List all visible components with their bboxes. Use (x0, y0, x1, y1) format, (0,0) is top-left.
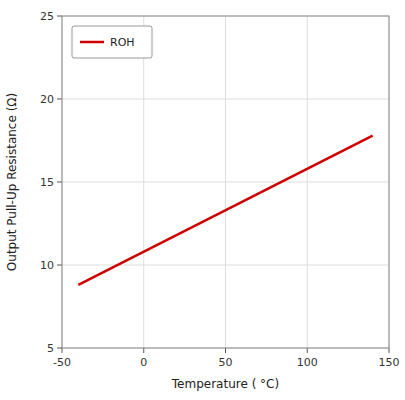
legend-box (72, 26, 152, 58)
grid (62, 16, 389, 348)
plot-frame (62, 16, 389, 348)
tick-label: 5 (47, 342, 54, 355)
x-axis-label: Temperature ( °C) (171, 377, 279, 391)
tick-mark (57, 182, 62, 183)
axes: -50 0 50 100 150 5 10 15 20 25 (40, 10, 400, 369)
plot-background (62, 16, 389, 348)
legend: ROH (72, 26, 152, 58)
tick-label: 50 (219, 356, 233, 369)
tick-label: 20 (40, 93, 54, 106)
tick-label: -50 (53, 356, 71, 369)
tick-mark (62, 348, 63, 353)
tick-label: 150 (379, 356, 400, 369)
tick-label: 100 (297, 356, 318, 369)
grid-line (62, 265, 389, 266)
tick-label: 15 (40, 176, 54, 189)
series-group (78, 136, 372, 285)
chart: -50 0 50 100 150 5 10 15 20 25 Temperature ( °C) Ou… (0, 0, 405, 400)
y-axis-label: Output Pull-Up Resistance (Ω) (5, 93, 19, 271)
tick-mark (143, 348, 144, 353)
tick-mark (307, 348, 308, 353)
tick-mark (389, 348, 390, 353)
tick-label: 10 (40, 259, 54, 272)
legend-swatch (80, 41, 104, 44)
tick-mark (57, 99, 62, 100)
tick-mark (225, 348, 226, 353)
series-line (78, 136, 372, 285)
legend-label: ROH (110, 36, 135, 49)
tick-label: 0 (140, 356, 147, 369)
tick-label: 25 (40, 10, 54, 23)
tick-mark (57, 348, 62, 349)
tick-mark (57, 16, 62, 17)
tick-mark (57, 265, 62, 266)
grid-line (62, 99, 389, 100)
grid-line (62, 182, 389, 183)
